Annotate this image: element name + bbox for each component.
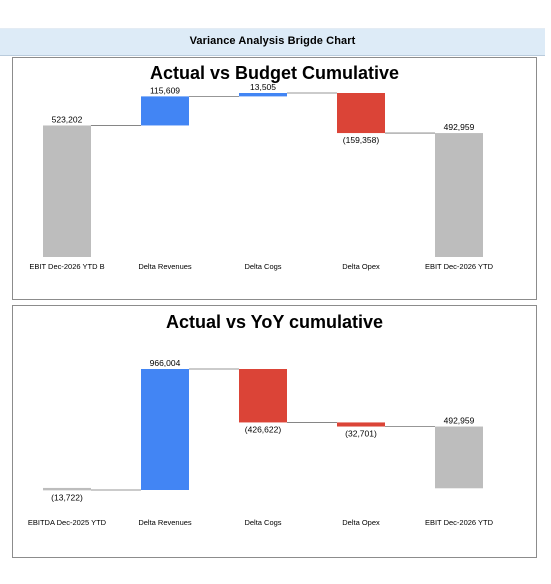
data-label: 13,505 xyxy=(250,82,276,92)
category-label: Delta Cogs xyxy=(244,262,281,271)
bar-delta-opex xyxy=(337,422,385,427)
chart-title: Actual vs YoY cumulative xyxy=(165,312,384,332)
data-label: (13,722) xyxy=(51,492,83,502)
report-header: Variance Analysis Brigde Chart xyxy=(0,28,545,56)
bar-ebit-dec-2026-ytd-b xyxy=(43,125,91,258)
chart-panel-actual-vs-budget: Actual vs Budget Cumulative 523,202 EBIT … xyxy=(12,57,537,300)
waterfall-chart-budget: 523,202 EBIT Dec-2026 YTD B 115,609 Delta R… xyxy=(29,82,494,271)
data-label: (426,622) xyxy=(245,424,282,434)
data-label: 492,959 xyxy=(444,416,475,426)
category-label: Delta Cogs xyxy=(244,518,281,527)
data-label: (159,358) xyxy=(343,135,380,145)
chart-panel-actual-vs-yoy: Actual vs YoY cumulative (13,722) EBITDA … xyxy=(12,305,537,558)
bar-delta-cogs xyxy=(239,369,287,423)
category-label: Delta Revenues xyxy=(138,518,192,527)
bar-ebit-dec-2026-ytd xyxy=(435,426,483,489)
category-label: EBIT Dec-2026 YTD xyxy=(425,262,494,271)
chart-title: Actual vs Budget Cumulative xyxy=(149,63,400,83)
category-label: EBITDA Dec-2025 YTD xyxy=(28,518,107,527)
category-label: Delta Revenues xyxy=(138,262,192,271)
data-label: (32,701) xyxy=(345,429,377,439)
bar-delta-opex xyxy=(337,93,385,134)
category-label: Delta Opex xyxy=(342,518,380,527)
data-label: 966,004 xyxy=(150,358,181,368)
waterfall-chart-yoy: (13,722) EBITDA Dec-2025 YTD 966,004 Delta … xyxy=(28,358,494,527)
data-label: 492,959 xyxy=(444,122,475,132)
report-title: Variance Analysis Brigde Chart xyxy=(189,35,356,47)
bar-delta-cogs xyxy=(239,93,287,97)
category-label: Delta Opex xyxy=(342,262,380,271)
category-label: EBIT Dec-2026 YTD xyxy=(425,518,494,527)
data-label: 115,609 xyxy=(150,85,180,95)
bar-ebit-dec-2026-ytd xyxy=(435,133,483,257)
bar-delta-revenues xyxy=(141,369,189,490)
category-label: EBIT Dec-2026 YTD B xyxy=(29,262,104,271)
data-label: 523,202 xyxy=(52,114,83,124)
bar-ebitda-dec-2025-ytd xyxy=(43,487,91,491)
bar-delta-revenues xyxy=(141,96,189,126)
